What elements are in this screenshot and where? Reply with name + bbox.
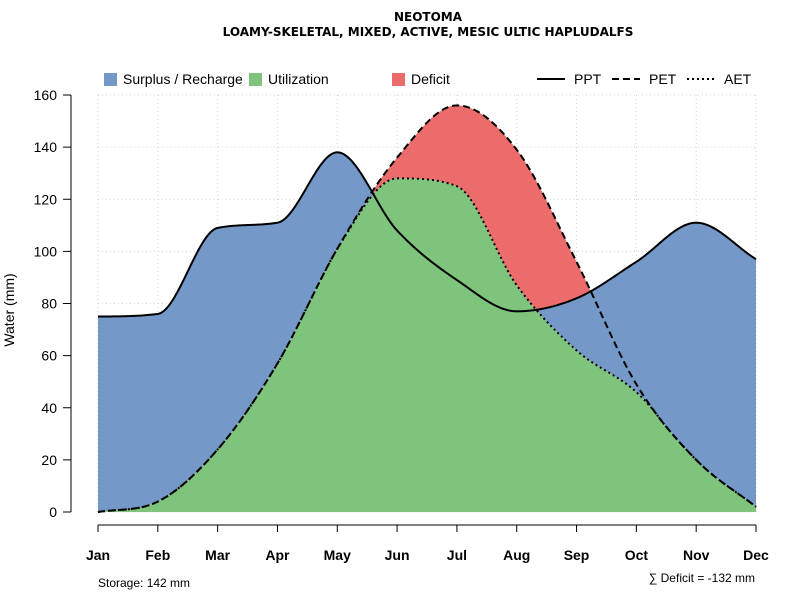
ppt-line (97, 151, 757, 318)
legend-label: Surplus / Recharge (123, 71, 243, 87)
x-tick-label: Jan (86, 547, 110, 563)
legend-label: PET (649, 71, 677, 87)
legend-label: AET (724, 71, 752, 87)
legend: Surplus / Recharge Utilization Deficit PPT P… (104, 71, 752, 87)
x-tick-label: Oct (625, 547, 649, 563)
legend-swatch (104, 73, 117, 86)
y-tick-label: 60 (41, 348, 57, 364)
x-tick-label: Aug (503, 547, 530, 563)
x-tick-label: Jul (447, 547, 467, 563)
utilization-area (98, 178, 756, 512)
y-tick-label: 160 (34, 87, 58, 103)
x-tick-label: Apr (265, 547, 290, 563)
area-fills (98, 105, 756, 513)
x-tick-label: Nov (683, 547, 710, 563)
pet-line (97, 104, 757, 513)
x-tick-label: Sep (564, 547, 590, 563)
legend-swatch (392, 73, 405, 86)
x-tick-label: May (324, 547, 351, 563)
y-tick-label: 20 (41, 452, 57, 468)
axes: 0 20 40 60 80 100 120 140 160 Jan Feb Mar Apr May Jun J… (34, 87, 769, 563)
y-tick-label: 40 (41, 400, 57, 416)
y-tick-label: 0 (49, 504, 57, 520)
x-tick-label: Dec (743, 547, 769, 563)
y-tick-label: 100 (34, 243, 58, 259)
y-tick-label: 80 (41, 296, 57, 312)
y-tick-label: 140 (34, 139, 58, 155)
y-axis-title: Water (mm) (1, 273, 17, 346)
series-lines (97, 104, 757, 513)
legend-label: Deficit (411, 71, 450, 87)
x-tick-label: Jun (385, 547, 410, 563)
y-tick-label: 120 (34, 191, 58, 207)
x-tick-label: Feb (145, 547, 170, 563)
deficit-label: ∑ Deficit = -132 mm (649, 571, 755, 585)
chart-subtitle: LOAMY-SKELETAL, MIXED, ACTIVE, MESIC ULT… (223, 25, 634, 39)
legend-label: PPT (574, 71, 602, 87)
x-tick-label: Mar (205, 547, 230, 563)
legend-swatch (249, 73, 262, 86)
storage-label: Storage: 142 mm (98, 576, 190, 590)
surplus-recharge-area (98, 152, 756, 513)
deficit-area (98, 105, 756, 317)
legend-label: Utilization (268, 71, 329, 87)
chart-title: NEOTOMA (394, 10, 463, 24)
